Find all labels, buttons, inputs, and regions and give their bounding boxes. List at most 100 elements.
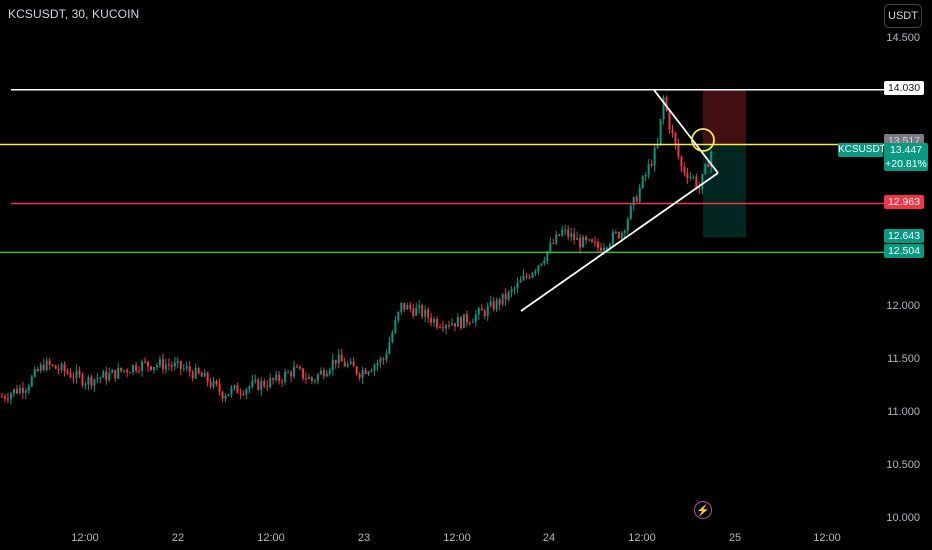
candle-body — [498, 299, 501, 305]
candle-body — [635, 197, 638, 202]
candle-body — [12, 389, 15, 394]
candle-body — [585, 236, 588, 241]
candle-body — [135, 365, 138, 371]
candle-body — [558, 234, 561, 236]
candle-body — [594, 241, 597, 243]
candle-body — [227, 394, 230, 396]
candle-body — [296, 366, 299, 368]
candle-body — [403, 302, 406, 310]
candle-body — [602, 248, 605, 251]
candle-body — [179, 360, 182, 369]
candle-body — [269, 378, 272, 387]
candle-body — [394, 320, 397, 333]
candle-body — [120, 367, 123, 372]
candle-body — [695, 176, 698, 188]
candle-body — [328, 369, 331, 374]
candle-body — [325, 373, 328, 377]
candle-body — [260, 381, 263, 390]
candle-body — [561, 229, 564, 236]
candle-body — [96, 378, 99, 380]
candle-body — [278, 374, 281, 381]
candle-body — [6, 398, 9, 400]
candle-body — [483, 310, 486, 317]
candle-body — [674, 132, 677, 144]
candle-body — [582, 236, 585, 248]
candle-body — [144, 361, 147, 363]
candle-body — [66, 371, 69, 374]
candle-body — [18, 387, 21, 394]
ascending-trendline — [520, 172, 719, 312]
candle-body — [704, 164, 707, 175]
candle-body — [659, 119, 662, 144]
candle-body — [233, 385, 236, 389]
candle-body — [528, 276, 531, 278]
candle-body — [99, 377, 102, 379]
candle-body — [90, 376, 93, 386]
candle-body — [683, 166, 686, 173]
candle-body — [656, 143, 659, 148]
current-price-tag: 13.447 +20.81% — [884, 143, 928, 171]
candle-body — [3, 396, 6, 399]
candle-body — [439, 327, 442, 329]
candle-body — [209, 382, 212, 387]
candle-body — [597, 242, 599, 248]
candle-body — [15, 389, 18, 394]
candle-body — [33, 369, 36, 377]
candle-body — [24, 390, 27, 393]
candle-body — [707, 164, 710, 168]
candle-body — [111, 369, 114, 374]
candle-body — [459, 317, 462, 329]
candle-body — [370, 370, 373, 372]
candle-body — [72, 377, 75, 379]
candle-body — [299, 367, 301, 369]
candle-body — [293, 366, 296, 377]
candle-body — [39, 364, 42, 372]
candle-body — [480, 308, 483, 311]
candle-body — [126, 370, 129, 373]
candle-body — [650, 164, 653, 166]
candle-body — [513, 288, 516, 290]
candle-body — [361, 370, 364, 378]
candle-body — [522, 275, 525, 281]
candle-body — [224, 395, 227, 399]
candle-body — [573, 233, 576, 240]
candle-body — [275, 374, 278, 381]
candle-body — [468, 322, 471, 324]
candle-body — [406, 304, 409, 310]
candle-body — [516, 282, 519, 289]
candle-body — [334, 359, 337, 364]
candle-body — [36, 369, 39, 372]
candle-body — [373, 365, 376, 371]
target-price-tag: 12.643 — [884, 229, 924, 243]
candle-body — [188, 366, 191, 373]
candle-body — [51, 365, 54, 367]
candle-body — [45, 360, 48, 370]
x-axis-label: 22 — [171, 532, 185, 544]
candle-body — [301, 368, 304, 379]
currency-button[interactable]: USDT — [884, 4, 922, 28]
candle-body — [9, 393, 12, 400]
candle-body — [310, 377, 313, 382]
candle-body — [668, 110, 671, 130]
candle-body — [418, 305, 421, 308]
candle-body — [504, 293, 507, 300]
candle-body — [60, 364, 63, 371]
y-axis-label: 10.000 — [886, 512, 920, 524]
flash-icon[interactable]: ⚡ — [694, 501, 712, 519]
candle-body — [450, 323, 453, 326]
candle-body — [161, 359, 164, 370]
candle-body — [197, 367, 200, 374]
candle-body — [623, 230, 626, 233]
candle-body — [355, 366, 358, 374]
candle-body — [63, 364, 66, 372]
candle-body — [489, 301, 492, 307]
candle-body — [215, 380, 218, 385]
candle-body — [570, 233, 573, 237]
candle-body — [337, 354, 340, 364]
candle-body — [671, 129, 674, 133]
candle-body — [424, 309, 427, 317]
candle-body — [307, 377, 310, 379]
candle-body — [290, 372, 293, 377]
candle-body — [138, 370, 141, 372]
